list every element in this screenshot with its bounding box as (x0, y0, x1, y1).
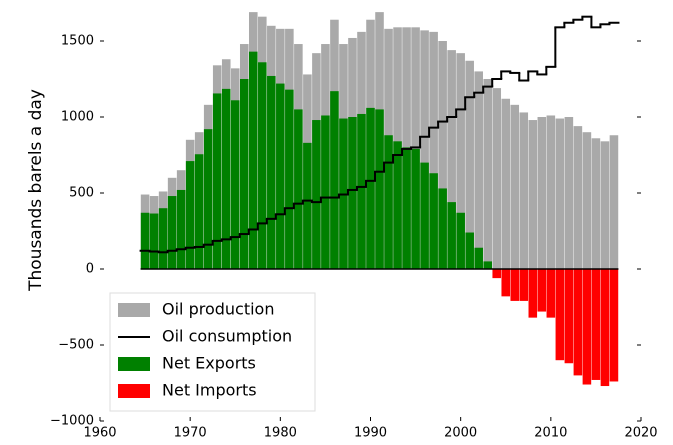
bar (582, 132, 592, 269)
bar (402, 147, 411, 269)
legend-label: Net Imports (162, 381, 257, 400)
bar (429, 31, 438, 269)
x-tick-label: 2010 (534, 426, 567, 441)
bar (312, 120, 321, 269)
bar (474, 71, 483, 270)
legend-swatch (118, 384, 150, 398)
bar (546, 115, 556, 269)
bar (465, 60, 474, 270)
bar (276, 83, 285, 269)
x-tick-label: 1980 (264, 426, 297, 441)
bar (303, 142, 312, 269)
bar (519, 269, 529, 301)
y-tick-label: 1000 (61, 110, 94, 125)
bar (465, 232, 474, 269)
bar (420, 30, 429, 269)
bar (294, 109, 303, 270)
bar (203, 129, 213, 269)
bar (600, 269, 610, 387)
legend-swatch (118, 303, 150, 317)
bar (348, 117, 357, 269)
bar (285, 89, 294, 269)
y-tick-label: 1500 (61, 34, 94, 49)
bar (564, 269, 574, 364)
bar (501, 98, 511, 269)
bar (357, 113, 366, 270)
bar (609, 135, 619, 269)
bar (149, 213, 159, 269)
bar (140, 212, 150, 269)
bar (420, 162, 429, 269)
bar (429, 173, 438, 269)
bar (555, 269, 565, 361)
bar (492, 269, 502, 279)
bar (221, 88, 231, 269)
legend-swatch (118, 357, 150, 371)
bar (591, 138, 601, 269)
y-tick-label: −500 (58, 338, 94, 353)
y-tick-label: 0 (86, 262, 94, 277)
bar (447, 50, 456, 270)
x-tick-label: 2020 (624, 426, 657, 441)
bar (438, 188, 447, 269)
bar (501, 269, 511, 297)
bar (582, 269, 592, 385)
bar (456, 53, 465, 269)
bar (456, 212, 465, 269)
y-tick-label: −1000 (50, 414, 94, 429)
legend-label: Oil consumption (162, 327, 292, 346)
bar (366, 107, 375, 269)
bar (267, 75, 276, 270)
bar (591, 269, 601, 380)
bar (185, 161, 195, 269)
bar (375, 109, 384, 270)
legend-label: Net Exports (162, 354, 256, 373)
bar (212, 93, 222, 269)
bar (258, 62, 267, 269)
bar (483, 261, 492, 269)
bar (438, 41, 447, 269)
x-tick-label: 1990 (354, 426, 387, 441)
y-tick-label: 500 (69, 186, 94, 201)
x-tick-label: 1960 (83, 426, 116, 441)
bar (474, 247, 483, 269)
y-axis-label: Thousands barels a day (26, 89, 46, 292)
bar (519, 112, 529, 269)
x-tick-label: 2000 (444, 426, 477, 441)
bar (600, 141, 610, 269)
bar (176, 189, 186, 269)
bar (447, 202, 456, 269)
bar (158, 208, 168, 269)
bar (384, 135, 393, 269)
bar (537, 269, 547, 312)
bar (537, 117, 547, 269)
bar (510, 269, 520, 301)
bar (492, 88, 502, 270)
bar (330, 91, 339, 269)
bar (239, 79, 249, 269)
bar (321, 115, 330, 269)
legend-label: Oil production (162, 300, 274, 319)
bar (393, 141, 402, 269)
bar (167, 196, 177, 269)
bar (573, 269, 583, 376)
bar (573, 126, 583, 270)
bar (483, 79, 492, 269)
bar (249, 51, 258, 269)
bar (564, 117, 574, 269)
bar (528, 269, 538, 318)
bar (194, 154, 204, 269)
x-tick-label: 1970 (174, 426, 207, 441)
bar (528, 120, 538, 269)
bar (510, 104, 520, 269)
bar (555, 118, 565, 270)
bar (609, 269, 619, 382)
bar (546, 269, 556, 318)
bar (230, 100, 240, 269)
bar (411, 148, 420, 269)
